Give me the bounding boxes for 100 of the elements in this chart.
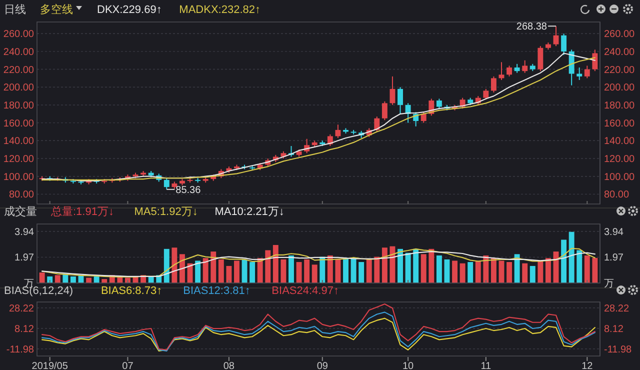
candlestick bbox=[483, 88, 489, 100]
x-tick-label: 2019/05 bbox=[32, 361, 68, 370]
annotation: 85.36 bbox=[176, 184, 202, 196]
x-tick-label: 08 bbox=[223, 361, 235, 370]
line-series bbox=[42, 303, 596, 350]
bar bbox=[366, 259, 372, 283]
candlestick bbox=[561, 33, 567, 56]
candlestick bbox=[592, 49, 598, 72]
candlestick bbox=[498, 62, 504, 80]
candlestick bbox=[420, 112, 426, 124]
y-tick-label: 160.00 bbox=[3, 118, 34, 130]
bar bbox=[468, 262, 474, 283]
bar bbox=[210, 252, 216, 283]
chart-title: 成交量 bbox=[4, 205, 37, 218]
candlestick bbox=[522, 60, 528, 74]
bar bbox=[428, 248, 434, 283]
bar bbox=[218, 259, 224, 283]
candlestick bbox=[553, 26, 559, 47]
bar bbox=[257, 258, 263, 283]
y2-tick-label: 1.97 bbox=[604, 252, 624, 264]
chart-title: 多空线 bbox=[40, 3, 73, 16]
candlestick bbox=[382, 100, 388, 121]
text: 总量:1.91万↓ bbox=[50, 205, 114, 218]
bar bbox=[172, 248, 178, 283]
chart-title: BIAS(6,12,24) bbox=[4, 285, 74, 297]
bar bbox=[350, 258, 356, 283]
bar bbox=[164, 248, 170, 283]
text: DKX:229.69↑ bbox=[97, 4, 162, 16]
bar bbox=[538, 260, 544, 283]
candlestick bbox=[436, 98, 442, 110]
bar bbox=[70, 276, 76, 283]
bar bbox=[296, 262, 302, 283]
y2-tick-label: 3.94 bbox=[604, 226, 624, 238]
x-tick-label: 07 bbox=[122, 361, 134, 370]
candlestick bbox=[506, 65, 512, 77]
candlestick bbox=[490, 76, 496, 93]
bar bbox=[265, 250, 271, 283]
bar bbox=[280, 259, 286, 283]
text: BIAS6:8.73↑ bbox=[100, 285, 162, 297]
bar bbox=[545, 258, 551, 283]
bar bbox=[568, 232, 574, 283]
text: BIAS12:3.81↑ bbox=[183, 285, 250, 297]
y2-tick-label: 220.00 bbox=[604, 64, 636, 76]
x-tick-label: 10 bbox=[402, 361, 414, 370]
y2-tick-label: 万 bbox=[604, 278, 614, 290]
y2-tick-label: 240.00 bbox=[604, 46, 636, 58]
y2-tick-label: 80.00 bbox=[604, 190, 630, 201]
y-tick-label: 120.00 bbox=[3, 154, 34, 165]
text: 日线 bbox=[4, 3, 26, 16]
x-tick-label: 12 bbox=[582, 361, 594, 370]
y2-tick-label: 140.00 bbox=[604, 136, 636, 148]
bar bbox=[576, 250, 582, 283]
y2-tick-label: 28.22 bbox=[604, 303, 630, 314]
bar bbox=[54, 275, 60, 283]
text: MADKX:232.82↑ bbox=[179, 4, 261, 16]
bar bbox=[94, 276, 100, 283]
candlestick bbox=[335, 124, 341, 138]
bar bbox=[436, 255, 442, 283]
bar bbox=[343, 258, 348, 283]
bar bbox=[592, 258, 598, 283]
bar bbox=[475, 260, 481, 283]
y-tick-label: 140.00 bbox=[3, 136, 34, 148]
y-tick-label: 260.00 bbox=[3, 29, 34, 40]
bar bbox=[584, 255, 590, 283]
bar bbox=[202, 258, 208, 283]
bar bbox=[327, 255, 333, 283]
bar bbox=[460, 263, 466, 283]
bar bbox=[358, 262, 364, 283]
bar bbox=[304, 259, 310, 283]
text: MA10:2.21万↓ bbox=[214, 206, 284, 218]
bar bbox=[522, 263, 528, 283]
bar bbox=[180, 254, 185, 283]
y-tick-label: 180.00 bbox=[3, 100, 34, 112]
y-tick-label: 100.00 bbox=[3, 172, 34, 183]
y-tick-label: 80.00 bbox=[8, 190, 34, 201]
x-tick-label: 09 bbox=[316, 361, 328, 370]
bar bbox=[514, 254, 520, 283]
bar bbox=[420, 254, 426, 283]
bar bbox=[530, 266, 536, 283]
series-label: BIAS24:4.97↑ bbox=[272, 285, 339, 297]
y-tick-label: 220.00 bbox=[3, 64, 34, 76]
bar bbox=[226, 266, 232, 283]
y-tick-label: 1.97 bbox=[14, 252, 34, 264]
bar bbox=[490, 258, 496, 283]
y2-tick-label: 160.00 bbox=[604, 118, 636, 130]
bar bbox=[452, 260, 458, 283]
bar bbox=[506, 262, 512, 283]
y-tick-label: 3.94 bbox=[14, 226, 34, 238]
y-tick-label: 200.00 bbox=[3, 82, 34, 94]
bar bbox=[250, 262, 256, 283]
y-tick-label: 8.12 bbox=[14, 324, 34, 335]
bar bbox=[398, 248, 403, 283]
bar bbox=[102, 279, 108, 283]
candlestick bbox=[576, 67, 582, 80]
bar bbox=[288, 255, 294, 283]
candlestick bbox=[398, 86, 403, 114]
y2-tick-label: 200.00 bbox=[604, 82, 636, 94]
bar bbox=[272, 244, 278, 283]
candlestick bbox=[538, 46, 544, 72]
candlestick bbox=[584, 65, 590, 79]
